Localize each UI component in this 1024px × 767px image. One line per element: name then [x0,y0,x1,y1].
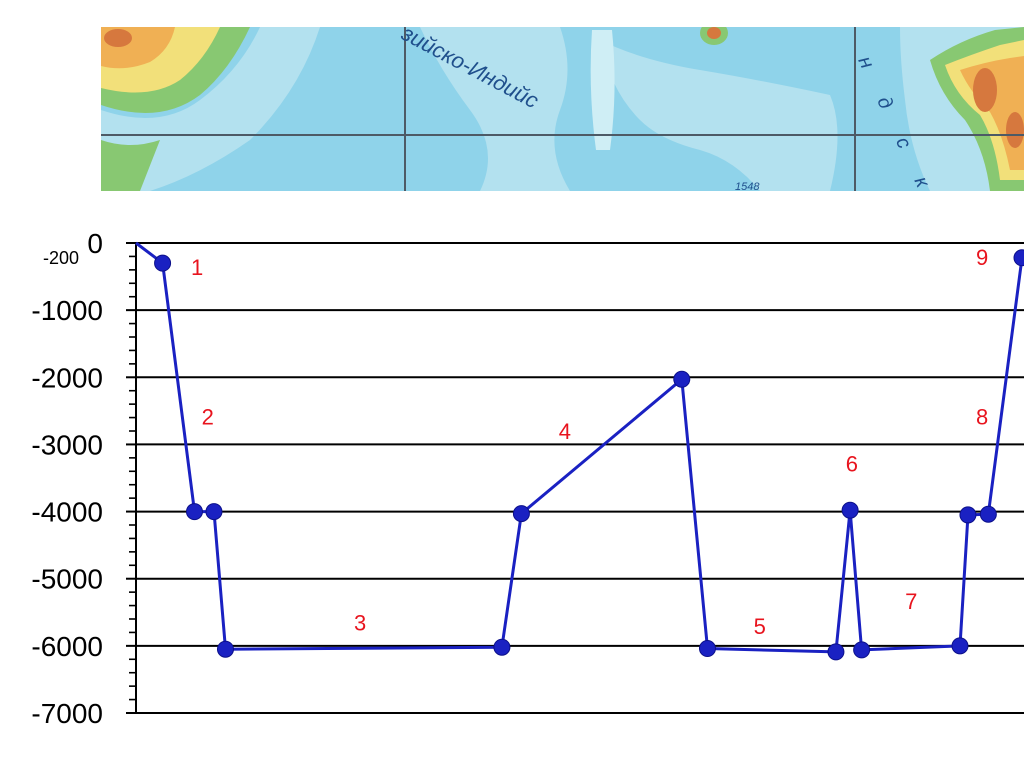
y-tick-label: -4000 [31,497,103,528]
y-tick-label: 0 [87,228,103,259]
profile-point [951,637,969,655]
y-tick-label: -1000 [31,295,103,326]
map-label-depth: 1548 [735,181,760,193]
profile-point [841,501,859,519]
profile-point [185,503,203,521]
map-land-east-peak [973,68,997,112]
map-land-west-peak [104,29,132,47]
y-tick-label: -6000 [31,631,103,662]
profile-point [959,506,977,524]
profile-line [135,241,1024,654]
profile-point [827,643,845,661]
segment-label: 4 [559,419,571,444]
segment-label: 2 [202,404,214,429]
profile-point [493,638,511,656]
segment-label: 5 [754,614,766,639]
profile-point [979,505,997,523]
map-midocean-ridge [420,27,570,191]
profile-point [673,370,691,388]
y-tick-label: -7000 [31,698,103,729]
profile-point [698,640,716,658]
profile-point [1013,249,1024,267]
segment-label: 8 [976,404,988,429]
profile-point [853,641,871,659]
y-tick-label: -2000 [31,362,103,393]
map-land-west-coast [101,140,160,191]
map-ridge-east [600,40,838,191]
segment-label: 6 [846,451,858,476]
map-land-east-peak [1006,112,1024,148]
y-tick-label: -3000 [31,429,103,460]
segment-label: 9 [976,245,988,270]
profile-point [512,505,530,523]
depth-profile-chart: 0 -1000 -2000 -3000 -4000 -5000 -6000 -7000 -200… [31,228,1024,729]
profile-point [216,640,234,658]
map-island-peak [707,27,721,39]
segment-label: 7 [905,589,917,614]
profile-point [154,254,172,272]
y-tick-label-extra: -200 [43,248,79,268]
segment-label: 3 [354,610,366,635]
segment-label: 1 [191,255,203,280]
profile-point [205,503,223,521]
bathymetric-map: зийско-Индийс н д с к и 1548 [101,27,1024,193]
y-tick-label: -5000 [31,564,103,595]
map-ridge-narrow [590,30,615,150]
